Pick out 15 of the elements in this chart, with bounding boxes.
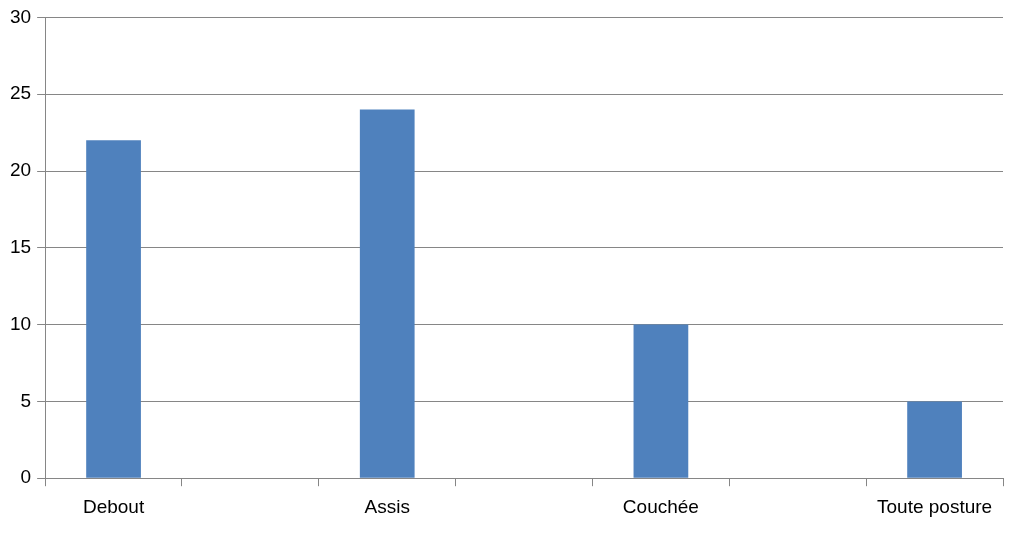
y-tick-label: 10 [9, 312, 32, 334]
bar [907, 401, 962, 478]
x-tick-label: Assis [364, 495, 410, 517]
bar [359, 109, 415, 478]
bar [86, 140, 141, 478]
x-tick-label: Debout [82, 495, 145, 517]
y-tick-label: 15 [9, 236, 32, 258]
y-tick-label: 5 [20, 389, 32, 411]
x-tick-label: Toute posture [877, 495, 993, 517]
bar [633, 324, 689, 478]
y-tick-label: 0 [20, 466, 32, 488]
y-tick-label: 20 [9, 159, 32, 181]
x-tick-label: Couchée [622, 495, 699, 517]
y-tick-label: 30 [9, 5, 32, 27]
y-tick-label: 25 [9, 82, 32, 104]
